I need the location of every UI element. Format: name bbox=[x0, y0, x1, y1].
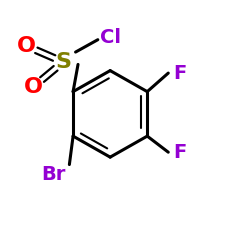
Text: Br: Br bbox=[41, 165, 66, 184]
Text: S: S bbox=[55, 52, 71, 72]
Text: O: O bbox=[24, 77, 43, 97]
Text: O: O bbox=[16, 36, 36, 56]
Text: Cl: Cl bbox=[100, 28, 121, 47]
Text: F: F bbox=[173, 64, 186, 82]
Text: F: F bbox=[173, 143, 186, 162]
